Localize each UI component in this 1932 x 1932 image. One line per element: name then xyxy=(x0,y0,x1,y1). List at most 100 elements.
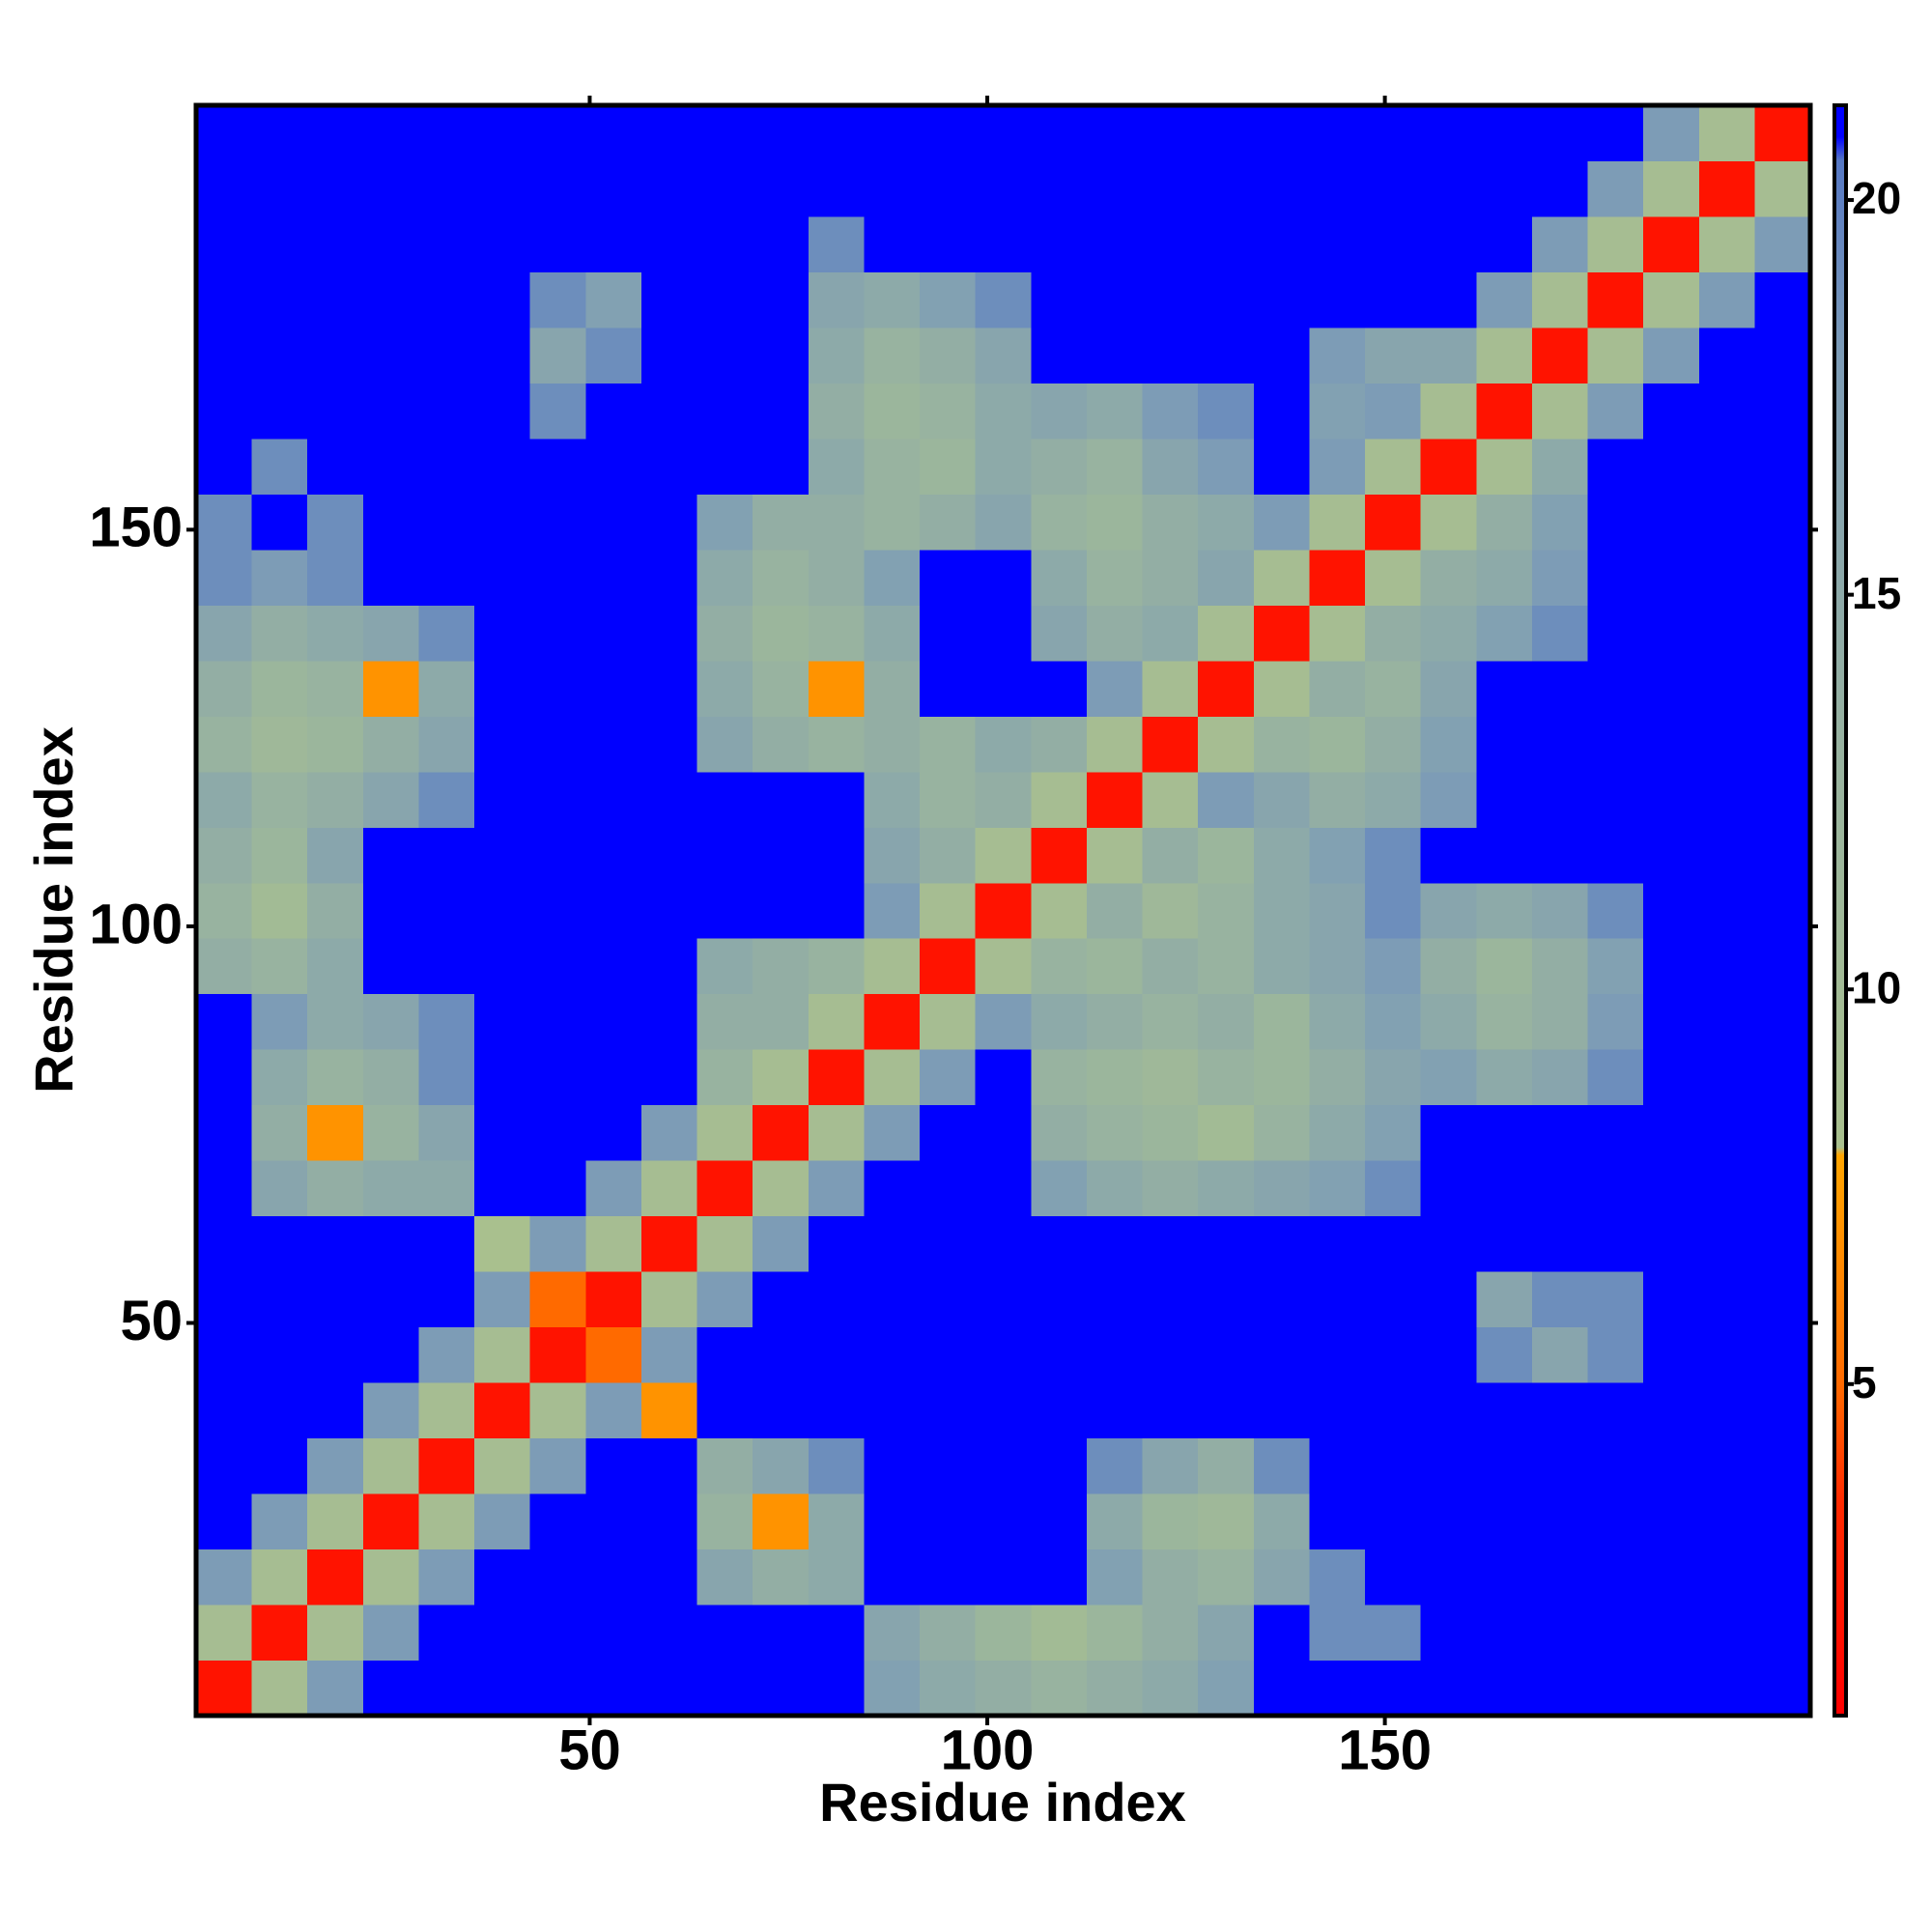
cell xyxy=(696,215,753,272)
cell xyxy=(1031,383,1088,440)
cell xyxy=(585,160,642,217)
cell xyxy=(1698,1605,1755,1662)
cell xyxy=(251,1660,308,1717)
cell xyxy=(1643,882,1700,939)
cell xyxy=(1754,1605,1811,1662)
cell xyxy=(1476,1605,1533,1662)
cell xyxy=(1086,1271,1144,1328)
cell xyxy=(529,938,586,995)
cell xyxy=(1476,105,1533,161)
cell xyxy=(920,716,977,773)
cell xyxy=(1476,1548,1533,1605)
cell xyxy=(1309,938,1366,995)
cell xyxy=(362,1660,419,1717)
cell xyxy=(1587,438,1644,495)
cell xyxy=(1198,1548,1255,1605)
cell xyxy=(362,1104,419,1161)
cell xyxy=(251,215,308,272)
cell xyxy=(640,160,698,217)
cell xyxy=(585,494,642,551)
cell xyxy=(1086,1049,1144,1106)
cell xyxy=(1253,549,1310,606)
cell xyxy=(975,882,1032,939)
cell xyxy=(1643,827,1700,884)
cell xyxy=(418,716,475,773)
cell xyxy=(585,105,642,161)
cell xyxy=(529,1326,586,1383)
cell xyxy=(640,660,698,717)
cell xyxy=(1142,660,1199,717)
cell xyxy=(585,1437,642,1494)
cell xyxy=(1420,494,1477,551)
cell xyxy=(1365,1437,1422,1494)
cell xyxy=(1086,549,1144,606)
cell xyxy=(1198,105,1255,161)
cell xyxy=(975,105,1032,161)
cell xyxy=(1754,438,1811,495)
cell xyxy=(753,771,810,828)
cell xyxy=(1420,1104,1477,1161)
cell xyxy=(920,1271,977,1328)
cell xyxy=(1031,1104,1088,1161)
cell xyxy=(1142,1382,1199,1439)
cell xyxy=(640,716,698,773)
cell xyxy=(585,882,642,939)
cell xyxy=(251,1160,308,1217)
cell xyxy=(975,383,1032,440)
cell xyxy=(1031,993,1088,1050)
cell xyxy=(808,771,865,828)
cell xyxy=(1420,605,1477,662)
cell xyxy=(1309,605,1366,662)
cell xyxy=(196,827,253,884)
cell xyxy=(975,1437,1032,1494)
cell xyxy=(529,1160,586,1217)
cell xyxy=(920,993,977,1050)
cell xyxy=(1253,1104,1310,1161)
cell xyxy=(1309,549,1366,606)
cell xyxy=(640,105,698,161)
cell xyxy=(585,327,642,384)
cell xyxy=(1587,105,1644,161)
cell xyxy=(753,1660,810,1717)
cell xyxy=(1031,1493,1088,1550)
cell xyxy=(251,993,308,1050)
cell xyxy=(864,660,921,717)
cell xyxy=(1643,1215,1700,1272)
cell xyxy=(362,1605,419,1662)
cell xyxy=(362,660,419,717)
cell xyxy=(808,1437,865,1494)
cell xyxy=(1198,993,1255,1050)
cell xyxy=(1698,494,1755,551)
cell xyxy=(1142,1049,1199,1106)
cell xyxy=(585,1104,642,1161)
cell xyxy=(920,383,977,440)
cell xyxy=(1031,271,1088,328)
cell xyxy=(418,1493,475,1550)
cell xyxy=(864,605,921,662)
cell xyxy=(1420,1382,1477,1439)
cell xyxy=(975,1271,1032,1328)
cell xyxy=(307,1548,364,1605)
cell xyxy=(251,1271,308,1328)
cell xyxy=(1531,1160,1589,1217)
heatmap-cells xyxy=(196,105,1811,1717)
cell xyxy=(196,1437,253,1494)
cell xyxy=(1253,1548,1310,1605)
cell xyxy=(808,1160,865,1217)
cell xyxy=(1309,327,1366,384)
cell xyxy=(1420,327,1477,384)
cell xyxy=(1253,1160,1310,1217)
cell xyxy=(418,771,475,828)
cell xyxy=(418,882,475,939)
cell xyxy=(1365,494,1422,551)
plot-frame xyxy=(193,102,1813,1719)
cell xyxy=(251,1493,308,1550)
cell xyxy=(975,1548,1032,1605)
cell xyxy=(529,438,586,495)
cell xyxy=(1309,1605,1366,1662)
cell xyxy=(1031,1605,1088,1662)
cell xyxy=(1754,215,1811,272)
cell xyxy=(1365,327,1422,384)
cell xyxy=(474,1271,531,1328)
cell xyxy=(307,882,364,939)
